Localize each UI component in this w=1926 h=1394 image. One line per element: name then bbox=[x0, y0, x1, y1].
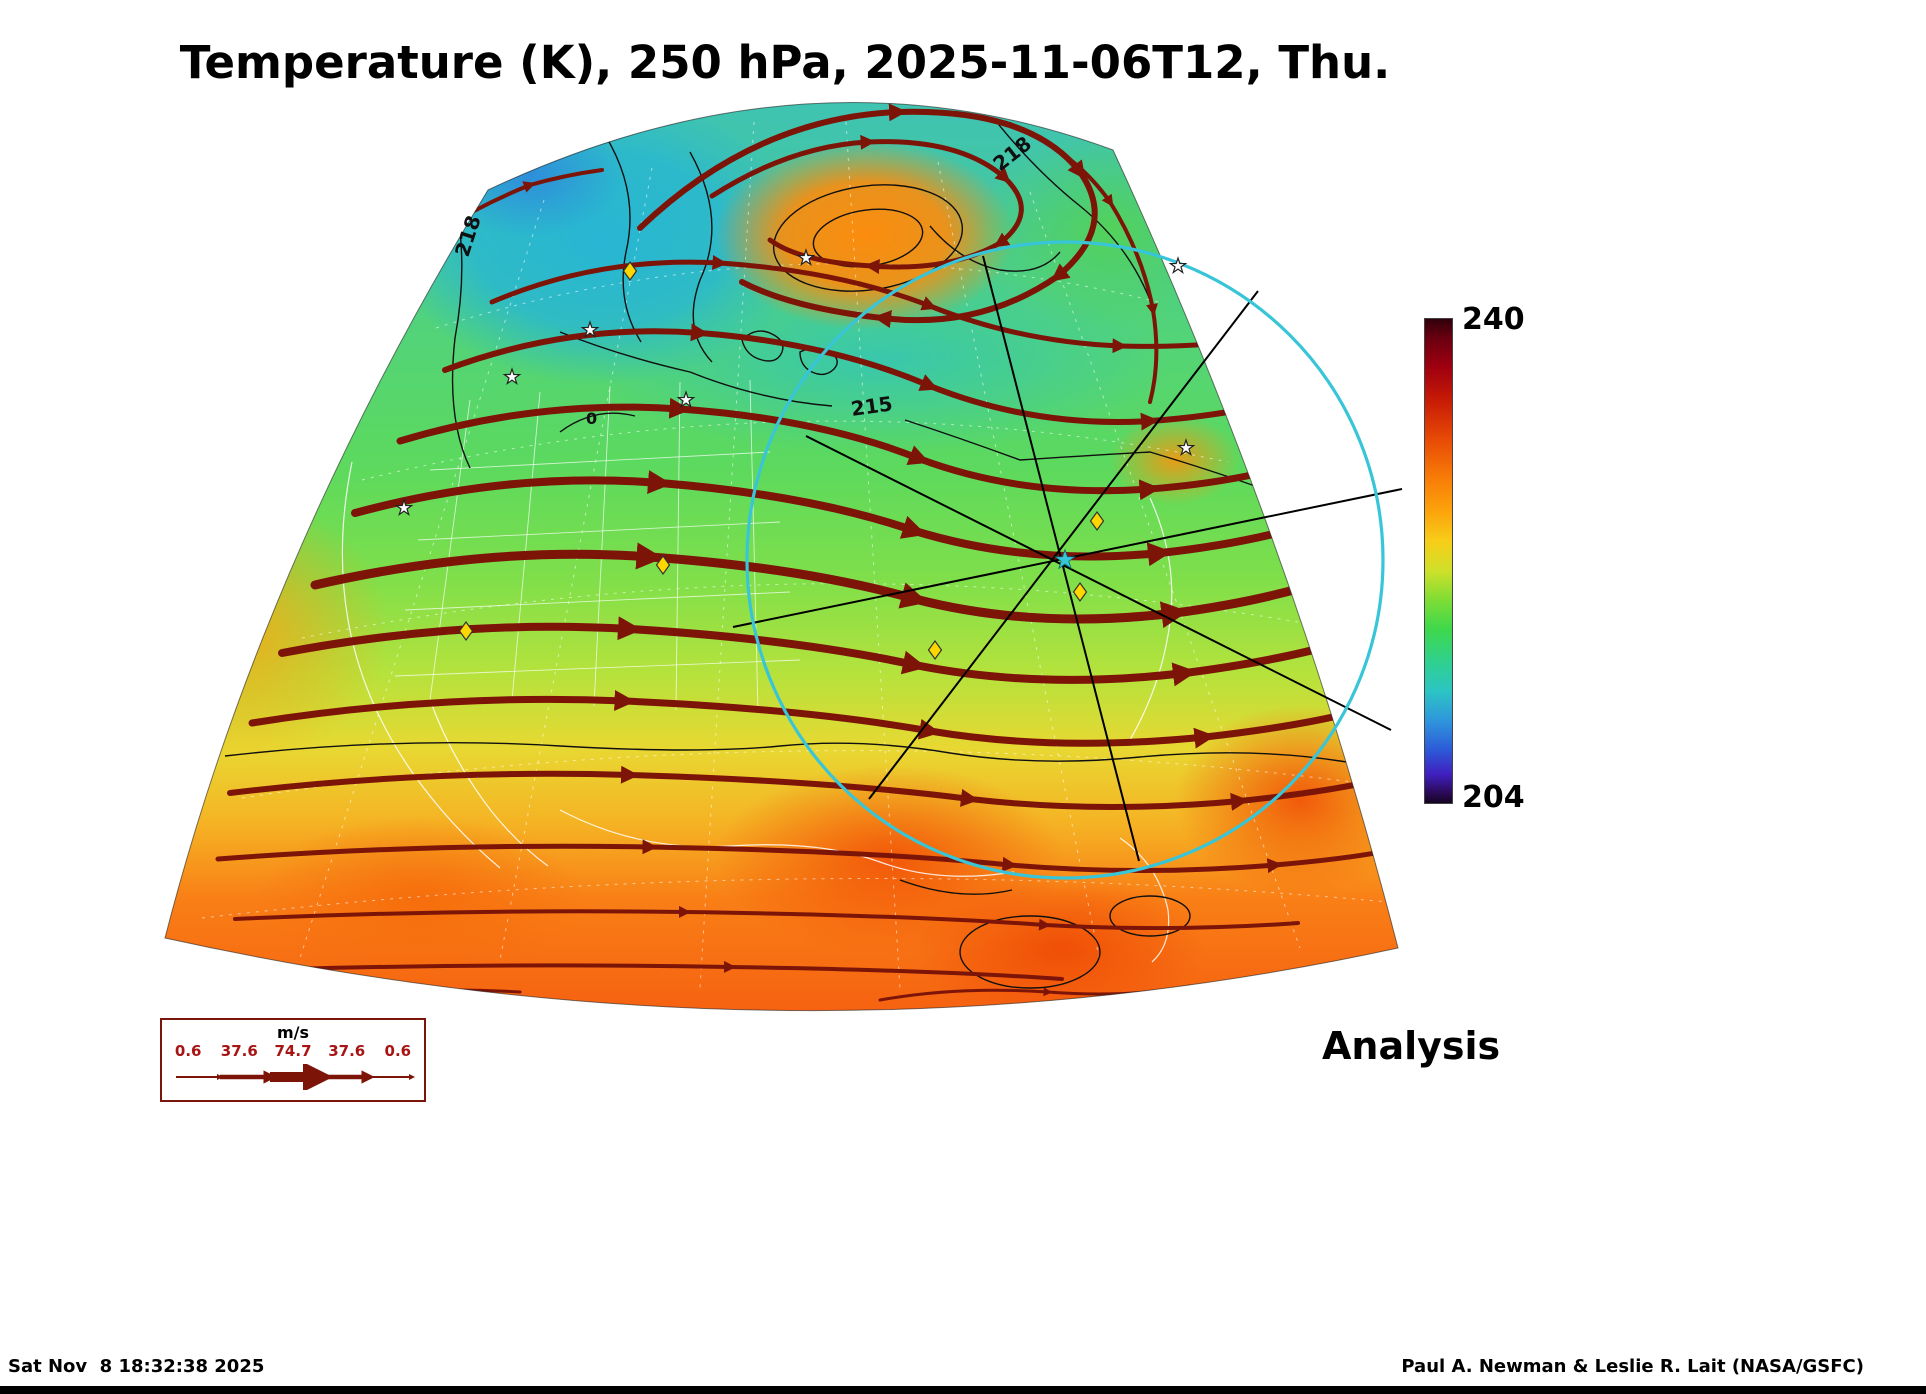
analysis-label: Analysis bbox=[1322, 1024, 1501, 1068]
wind-legend-value: 0.6 bbox=[384, 1042, 412, 1060]
generation-timestamp: Sat Nov 8 18:32:38 2025 bbox=[8, 1356, 265, 1377]
star-marker-icon bbox=[676, 390, 696, 409]
diamond-marker-icon bbox=[1072, 581, 1088, 603]
diamond-marker-icon bbox=[458, 620, 474, 642]
range-ring-circle bbox=[745, 240, 1385, 880]
diamond-markers bbox=[458, 260, 1105, 661]
star-markers bbox=[394, 248, 1196, 517]
wind-legend-value: 37.6 bbox=[220, 1042, 258, 1060]
wind-arrow-scale-icon bbox=[176, 1064, 415, 1090]
ring-center-star-icon bbox=[1053, 548, 1077, 570]
star-marker-icon bbox=[1168, 256, 1188, 275]
wind-legend-value: 37.6 bbox=[328, 1042, 366, 1060]
diamond-marker-icon bbox=[1089, 510, 1105, 532]
star-marker-icon bbox=[394, 498, 414, 517]
colorbar-min-label: 204 bbox=[1462, 780, 1525, 815]
star-marker-icon bbox=[1176, 438, 1196, 457]
star-marker-icon bbox=[796, 248, 816, 267]
diamond-marker-icon bbox=[622, 260, 638, 282]
credit-text: Paul A. Newman & Leslie R. Lait (NASA/GS… bbox=[1401, 1356, 1864, 1377]
wind-speed-legend: m/s 0.6 37.6 74.7 37.6 0.6 bbox=[160, 1018, 426, 1102]
colorbar bbox=[1424, 318, 1453, 804]
star-marker-icon bbox=[580, 320, 600, 339]
page-title: Temperature (K), 250 hPa, 2025-11-06T12,… bbox=[179, 36, 1391, 89]
map-boundary bbox=[164, 101, 1399, 1012]
contour-label-0: 0 bbox=[586, 409, 597, 428]
wind-legend-units: m/s bbox=[276, 1023, 310, 1042]
range-ring bbox=[732, 240, 1403, 880]
colorbar-max-label: 240 bbox=[1462, 302, 1525, 337]
star-marker-icon bbox=[502, 367, 522, 386]
temperature-field bbox=[165, 102, 1398, 1011]
diamond-marker-icon bbox=[655, 554, 671, 576]
wind-streamlines bbox=[215, 103, 1398, 1002]
contour-label-215: 215 bbox=[849, 391, 894, 421]
wind-legend-value: 74.7 bbox=[274, 1042, 312, 1060]
diamond-marker-icon bbox=[927, 639, 943, 661]
bottom-bar bbox=[0, 1386, 1926, 1394]
wind-legend-values: 0.6 37.6 74.7 37.6 0.6 bbox=[162, 1042, 424, 1062]
wind-legend-value: 0.6 bbox=[174, 1042, 202, 1060]
